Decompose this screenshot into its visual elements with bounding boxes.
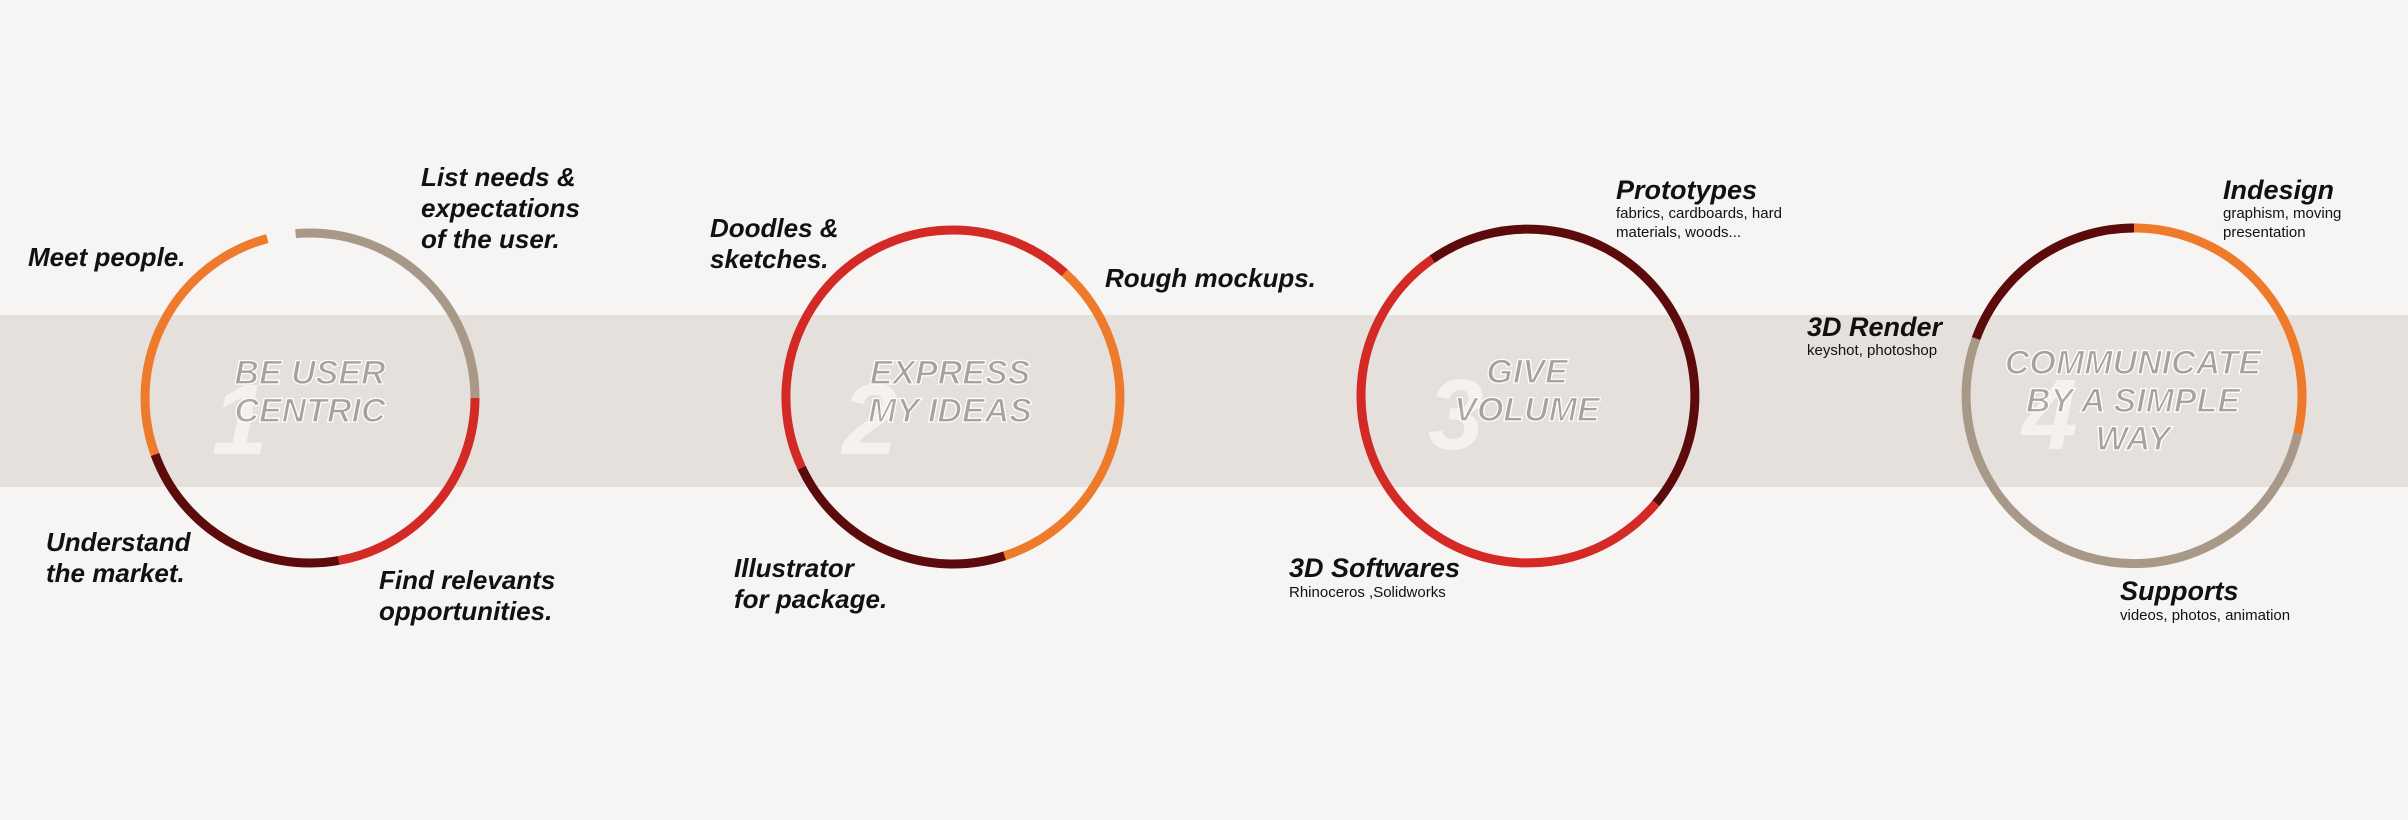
ring-2-segment-3 (797, 465, 1006, 569)
step-number-4: 4 (2022, 359, 2078, 471)
step-title-1: BE USER CENTRIC (190, 353, 430, 430)
label-indesign-details: graphism, moving presentation (2223, 204, 2341, 242)
label-3d-softwares-details: Rhinoceros ,Solidworks (1289, 584, 1446, 601)
step-title-1-line-2: CENTRIC (234, 391, 386, 430)
label-prototypes-details-line-1: fabrics, cardboards, hard (1616, 205, 1782, 222)
label-3d-softwares-title: 3D Softwares (1289, 553, 1461, 583)
step-title-4-line-3: WAY (2095, 419, 2171, 458)
label-indesign-title: Indesign (2223, 175, 2335, 205)
label-illustrator-line-1: Illustrator (734, 553, 854, 583)
label-3d-render-details: keyshot, photoshop (1807, 342, 1938, 359)
label-prototypes-title: Prototypes (1616, 175, 1758, 205)
step-number-1: 1 (212, 364, 268, 476)
ring-2-segment-4 (781, 225, 954, 470)
background-band (0, 315, 2408, 487)
label-understand-line-2: the market. (46, 558, 185, 588)
label-list-needs-line-3: of the user. (421, 224, 560, 254)
step-title-3-line-1: GIVE (1486, 352, 1569, 391)
label-supports-title: Supports (2120, 576, 2239, 606)
step-title-3-line-2: VOLUME (1454, 390, 1601, 429)
label-illustrator: Illustrator for package. (734, 553, 887, 615)
label-rough-mockups: Rough mockups. (1105, 263, 1316, 293)
label-doodles-line-2: sketches. (710, 244, 829, 274)
label-list-needs-line-2: expectations (421, 193, 580, 223)
label-3d-render-title: 3D Render (1807, 312, 1943, 342)
step-title-2-line-2: MY IDEAS (867, 391, 1032, 430)
label-list-needs: List needs & expectations of the user. (421, 162, 580, 255)
label-find-opportunities: Find relevants opportunities. (379, 565, 555, 627)
label-doodles: Doodles & sketches. (710, 213, 839, 275)
label-list-needs-line-1: List needs & (421, 162, 576, 192)
ring-4-segment-2 (1961, 336, 2303, 569)
step-title-3: GIVE VOLUME (1407, 352, 1647, 429)
label-prototypes-details-line-2: materials, woods... (1616, 224, 1742, 241)
step-title-2-line-1: EXPRESS (869, 353, 1031, 392)
ring-3-segment-2 (1356, 395, 1660, 568)
label-indesign-details-line-2: presentation (2223, 224, 2306, 241)
step-title-4: COMMUNICATE BY A SIMPLE WAY (1993, 343, 2273, 458)
ring-1-segment-2 (337, 397, 480, 565)
ring-1-segment-1 (295, 228, 480, 399)
step-number-3: 3 (1428, 359, 1484, 471)
label-indesign-details-line-1: graphism, moving (2223, 205, 2342, 222)
step-number-2: 2 (842, 364, 898, 476)
label-supports-details: videos, photos, animation (2120, 607, 2291, 624)
ring-2-segment-2 (1003, 269, 1125, 561)
ring-3-segment-3 (1356, 255, 1435, 397)
ring-1-segment-4 (140, 234, 269, 456)
label-meet-people: Meet people. (28, 242, 186, 272)
ring-2-segment-1 (952, 225, 1068, 277)
label-find-line-1: Find relevants (379, 565, 556, 595)
label-prototypes-details: fabrics, cardboards, hard materials, woo… (1616, 204, 1782, 242)
step-title-4-line-1: COMMUNICATE (2004, 343, 2262, 382)
label-doodles-line-1: Doodles & (710, 213, 839, 243)
label-find-line-2: opportunities. (379, 596, 553, 626)
ring-1-segment-3 (150, 452, 340, 568)
label-illustrator-line-2: for package. (734, 584, 888, 614)
step-title-4-line-2: BY A SIMPLE (2025, 381, 2241, 420)
ring-4-segment-3 (1971, 223, 2135, 341)
ring-3-segment-1 (1429, 224, 1700, 507)
label-understand-market: Understand the market. (46, 527, 190, 589)
ring-4-segment-1 (2133, 223, 2307, 435)
step-title-1-line-1: BE USER (234, 353, 386, 392)
label-understand-line-1: Understand (46, 527, 191, 557)
step-title-2: EXPRESS MY IDEAS (830, 353, 1070, 430)
